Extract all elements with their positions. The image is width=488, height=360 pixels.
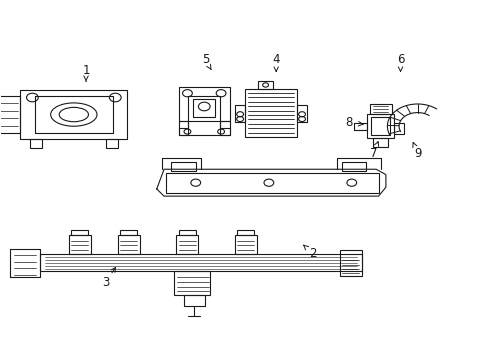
Text: 1: 1 bbox=[82, 64, 90, 77]
Bar bbox=[178, 230, 195, 234]
Bar bbox=[245, 89, 296, 137]
Bar bbox=[0, 96, 20, 134]
Bar bbox=[69, 234, 91, 254]
Bar bbox=[173, 271, 210, 295]
Bar bbox=[178, 121, 188, 135]
Bar bbox=[296, 105, 307, 122]
Bar bbox=[193, 99, 215, 117]
Bar bbox=[118, 234, 140, 254]
Bar bbox=[339, 250, 361, 276]
Bar bbox=[220, 121, 229, 135]
Text: 8: 8 bbox=[345, 116, 352, 129]
Text: 4: 4 bbox=[272, 53, 279, 66]
Bar bbox=[171, 162, 195, 171]
Text: 5: 5 bbox=[202, 53, 209, 66]
Bar bbox=[370, 117, 389, 135]
Bar bbox=[234, 234, 256, 254]
Bar bbox=[105, 139, 118, 148]
Bar bbox=[166, 173, 378, 193]
Text: 7: 7 bbox=[369, 147, 377, 159]
Text: 9: 9 bbox=[413, 147, 421, 159]
Bar bbox=[372, 138, 387, 147]
Text: 3: 3 bbox=[102, 276, 109, 289]
Bar bbox=[341, 162, 366, 171]
Bar bbox=[258, 81, 272, 89]
Bar bbox=[120, 230, 137, 234]
Bar bbox=[30, 139, 42, 148]
Bar bbox=[237, 230, 254, 234]
Bar bbox=[393, 123, 403, 134]
Bar bbox=[183, 295, 205, 306]
Text: 6: 6 bbox=[396, 53, 404, 66]
Text: 2: 2 bbox=[308, 247, 316, 260]
Bar bbox=[40, 254, 361, 271]
Bar bbox=[176, 234, 198, 254]
Bar bbox=[234, 105, 245, 122]
Bar bbox=[71, 230, 88, 234]
Bar bbox=[369, 104, 391, 114]
Bar bbox=[366, 114, 393, 138]
